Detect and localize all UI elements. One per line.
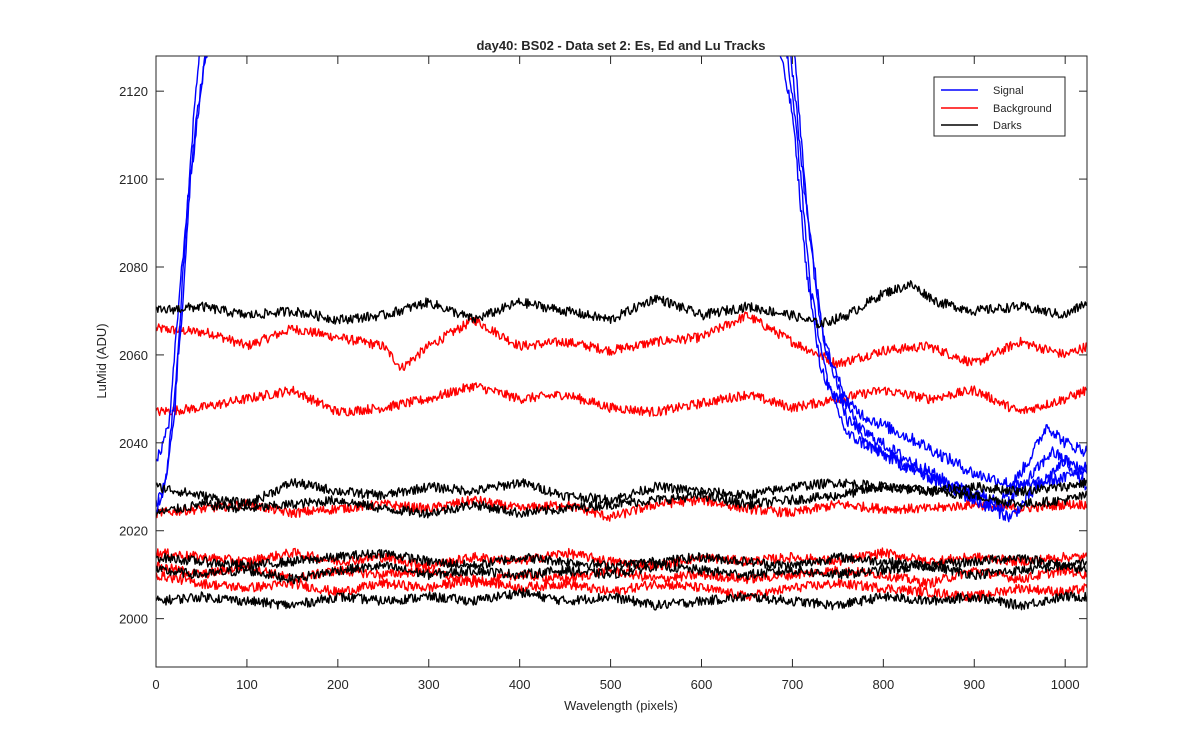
y-tick-label: 2080 — [119, 260, 148, 275]
x-tick-label: 300 — [418, 677, 440, 692]
x-tick-label: 800 — [872, 677, 894, 692]
series-line-signal-5 — [790, 56, 1087, 513]
x-tick-label: 400 — [509, 677, 531, 692]
series-line-background-12 — [156, 570, 1087, 602]
series-line-background-10 — [156, 560, 1087, 589]
series-line-darks-15 — [156, 482, 1087, 519]
plot-frame — [155, 55, 1088, 668]
series-line-darks-13 — [156, 280, 1087, 329]
x-tick-label: 700 — [782, 677, 804, 692]
y-tick-label: 2100 — [119, 172, 148, 187]
x-axis-label: Wavelength (pixels) — [564, 698, 678, 713]
x-tick-label: 200 — [327, 677, 349, 692]
series-line-darks-17 — [156, 560, 1087, 585]
x-tick-label: 600 — [691, 677, 713, 692]
y-tick-label: 2020 — [119, 524, 148, 539]
y-axis-label: LuMid (ADU) — [94, 323, 109, 398]
series-line-background-8 — [156, 382, 1087, 417]
x-tick-label: 0 — [152, 677, 159, 692]
legend: Signal Background Darks — [933, 76, 1066, 137]
y-tick-label: 2040 — [119, 436, 148, 451]
x-tick-label: 500 — [600, 677, 622, 692]
legend-label-background: Background — [993, 103, 1052, 115]
x-tick-label: 100 — [236, 677, 258, 692]
chart-title: day40: BS02 - Data set 2: Es, Ed and Lu … — [476, 38, 765, 53]
series-line-darks-18 — [156, 587, 1087, 611]
y-tick-label: 2060 — [119, 348, 148, 363]
y-axis: 2000 2020 2040 2060 2080 2100 2120 — [119, 84, 1087, 627]
y-tick-label: 2000 — [119, 612, 148, 627]
legend-label-signal: Signal — [993, 85, 1024, 97]
series-layer — [156, 56, 1087, 611]
x-tick-label: 900 — [963, 677, 985, 692]
series-line-background-11 — [156, 547, 1087, 571]
legend-box — [933, 76, 1066, 137]
x-tick-label: 1000 — [1051, 677, 1080, 692]
series-line-signal-2 — [156, 56, 208, 513]
legend-label-darks: Darks — [993, 120, 1022, 132]
series-line-background-7 — [156, 311, 1087, 371]
y-tick-label: 2120 — [119, 84, 148, 99]
series-line-background-9 — [156, 495, 1087, 522]
x-axis: 0 100 200 300 400 500 600 700 800 900 1000 — [152, 56, 1080, 692]
